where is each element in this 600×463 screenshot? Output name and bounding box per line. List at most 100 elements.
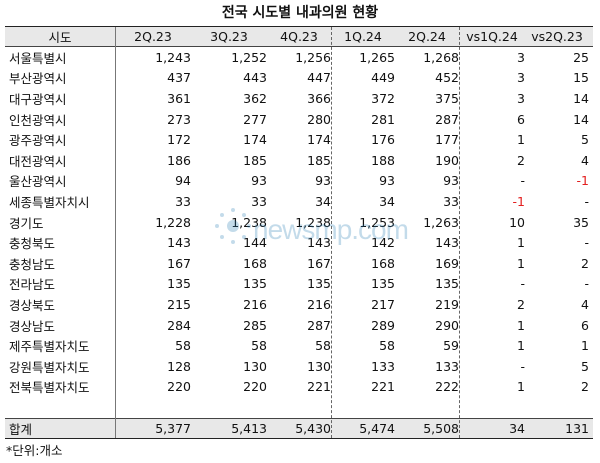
table-cell: 133	[371, 358, 395, 374]
table-cell: 14	[573, 90, 589, 106]
table-cell: 372	[371, 90, 395, 106]
table-cell: 34	[315, 193, 331, 209]
table-cell: 133	[435, 358, 459, 374]
table-cell: 174	[243, 132, 267, 148]
table-cell: 93	[315, 173, 331, 189]
table-cell: 25	[573, 49, 589, 65]
table-cell: 176	[371, 132, 395, 148]
total-label: 합계	[9, 422, 33, 437]
table-cell: 130	[243, 358, 267, 374]
table-row: 경상남도 284 285 287 289 290 1 6	[5, 315, 593, 336]
table-cell: 215	[167, 296, 191, 312]
table-cell: 94	[175, 173, 191, 189]
table-cell: 172	[167, 132, 191, 148]
table-cell: 5	[581, 358, 589, 374]
table-cell: 290	[435, 317, 459, 333]
table-row: 서울특별시 1,243 1,252 1,256 1,265 1,268 3 25	[5, 47, 593, 68]
table-cell: 287	[307, 317, 331, 333]
table-cell: 2	[517, 296, 525, 312]
total-cell: 5,430	[295, 421, 331, 436]
table-title: 전국 시도별 내과의원 현황	[221, 5, 379, 21]
table-cell: 15	[573, 70, 589, 86]
table-cell: 222	[435, 379, 459, 395]
table-row: 충청남도 167 168 167 168 169 1 2	[5, 253, 593, 274]
table-cell: 1,253	[359, 214, 395, 230]
table-cell: 58	[251, 338, 267, 354]
table-cell: 93	[379, 173, 395, 189]
region-name: 충청남도	[9, 256, 56, 272]
column-divider	[331, 27, 332, 438]
table-cell: 169	[435, 255, 459, 271]
table-cell: 58	[315, 338, 331, 354]
table-cell: 280	[307, 111, 331, 127]
table-cell: 2	[517, 152, 525, 168]
header-1q24: 1Q.24	[344, 29, 382, 44]
header-2q24: 2Q.24	[408, 29, 446, 44]
table-row: 세종특별자치시 33 33 34 34 33 -1 -	[5, 191, 593, 212]
column-divider	[459, 27, 460, 438]
table-cell: 142	[371, 235, 395, 251]
table-cell: 135	[243, 276, 267, 292]
region-name: 광주광역시	[9, 133, 67, 149]
region-name: 충청북도	[9, 236, 56, 252]
table-cell: 59	[443, 338, 459, 354]
header-vs2q23: vs2Q.23	[531, 29, 583, 44]
region-name: 인천광역시	[9, 112, 67, 128]
table-body: 서울특별시 1,243 1,252 1,256 1,265 1,268 3 25 부산광역시 43…	[5, 47, 593, 397]
table-cell: 135	[435, 276, 459, 292]
table-cell: 6	[581, 317, 589, 333]
table-cell: 93	[251, 173, 267, 189]
table-cell: 1	[517, 338, 525, 354]
table-row: 대전광역시 186 185 185 188 190 2 4	[5, 150, 593, 171]
table-cell: 6	[517, 111, 525, 127]
table-cell: 190	[435, 152, 459, 168]
region-name: 전라남도	[9, 277, 56, 293]
table-cell: -	[584, 193, 589, 209]
table-cell: 33	[443, 193, 459, 209]
table-cell: 220	[243, 379, 267, 395]
table-cell: -	[520, 173, 525, 189]
table-cell: 143	[307, 235, 331, 251]
table-row: 대구광역시 361 362 366 372 375 3 14	[5, 88, 593, 109]
table-row: 경상북도 215 216 216 217 219 2 4	[5, 294, 593, 315]
table-cell: 33	[175, 193, 191, 209]
table-cell: 4	[581, 152, 589, 168]
table-cell: 188	[371, 152, 395, 168]
table-cell: 58	[379, 338, 395, 354]
total-cell: 5,508	[423, 421, 459, 436]
region-name: 경상북도	[9, 297, 56, 313]
table-cell: 1,228	[155, 214, 191, 230]
table-cell: 1	[517, 317, 525, 333]
table-cell: 375	[435, 90, 459, 106]
table-cell: 285	[243, 317, 267, 333]
table-cell: 5	[581, 132, 589, 148]
table-cell: 437	[167, 70, 191, 86]
table-cell: 1,265	[359, 49, 395, 65]
table-cell: 135	[371, 276, 395, 292]
table-cell: 220	[167, 379, 191, 395]
table-cell: 4	[581, 296, 589, 312]
table-cell: 3	[517, 49, 525, 65]
region-name: 제주특별자치도	[9, 339, 90, 355]
region-name: 경기도	[9, 215, 44, 231]
table-cell: 452	[435, 70, 459, 86]
region-name: 울산광역시	[9, 174, 67, 190]
table-header: 시도 2Q.23 3Q.23 4Q.23 1Q.24 2Q.24 vs1Q.24…	[5, 27, 593, 47]
table-cell: 277	[243, 111, 267, 127]
table-cell: 144	[243, 235, 267, 251]
region-name: 대전광역시	[9, 153, 67, 169]
table-cell: 362	[243, 90, 267, 106]
table-cell: 10	[509, 214, 525, 230]
total-cell: 5,474	[359, 421, 395, 436]
table-cell: 217	[371, 296, 395, 312]
table-cell: 284	[167, 317, 191, 333]
table-row: 광주광역시 172 174 174 176 177 1 5	[5, 129, 593, 150]
table-cell: 130	[307, 358, 331, 374]
table-cell: 135	[167, 276, 191, 292]
table-cell: -	[520, 276, 525, 292]
table-cell: 34	[379, 193, 395, 209]
table-cell: 185	[307, 152, 331, 168]
table-cell: 177	[435, 132, 459, 148]
table-cell: 289	[371, 317, 395, 333]
table-cell: 168	[243, 255, 267, 271]
